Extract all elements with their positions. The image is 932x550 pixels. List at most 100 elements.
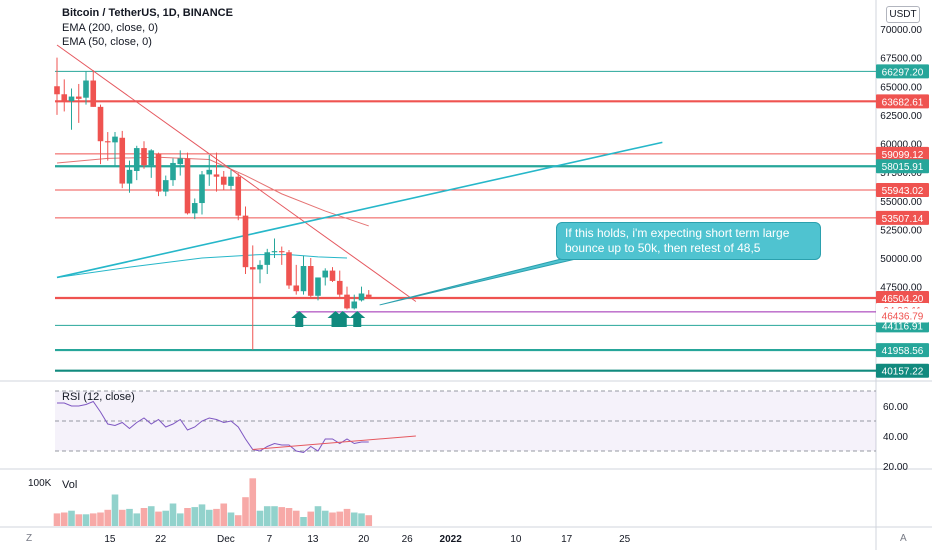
- candle-body: [177, 158, 184, 165]
- level-label: 41958.56: [882, 346, 924, 357]
- price-tick-label: 65000.00: [880, 82, 922, 93]
- candle-body: [307, 266, 314, 296]
- volume-bar: [213, 508, 220, 526]
- volume-bar: [126, 508, 133, 526]
- volume-bar: [140, 508, 148, 526]
- candle-body: [141, 148, 147, 166]
- candle-body: [249, 267, 256, 270]
- volume-bar: [285, 508, 293, 526]
- level-label: 40157.22: [882, 367, 924, 378]
- volume-bar: [263, 506, 271, 526]
- volume-bar: [75, 514, 83, 526]
- up-arrow-icon: [334, 311, 351, 327]
- rsi-trendline: [252, 435, 416, 450]
- volume-bar: [278, 507, 286, 526]
- level-label-bg: [876, 64, 929, 79]
- candle-body: [351, 301, 358, 309]
- candle-body: [358, 293, 365, 301]
- volume-bar: [358, 513, 365, 526]
- last-price-label-bg: [876, 308, 929, 323]
- candle-body: [228, 176, 234, 186]
- candle-body: [112, 136, 118, 143]
- ema200-line: [56, 156, 369, 227]
- ema-lines-layer: [56, 156, 369, 278]
- zoom-reset-icon[interactable]: Z: [26, 533, 33, 544]
- volume-bar: [300, 517, 307, 526]
- up-arrow-icon: [349, 311, 366, 327]
- volume-bar: [292, 510, 300, 526]
- rsi-tick-label: 20.00: [883, 462, 908, 473]
- volume-bar: [314, 506, 322, 526]
- candle-body: [344, 294, 350, 309]
- volume-bar: [162, 510, 170, 526]
- trendlines-layer: [56, 44, 876, 313]
- candle-body: [293, 285, 300, 292]
- price-tick-label: 55000.00: [880, 197, 922, 208]
- volume-bar: [176, 513, 184, 526]
- candle-body: [126, 169, 133, 184]
- volume-bar: [336, 511, 344, 526]
- time-tick-label: 2022: [440, 534, 463, 545]
- volume-bar: [242, 497, 249, 526]
- candle-body: [148, 150, 155, 166]
- candle-body: [213, 174, 220, 177]
- volume-bar: [53, 513, 61, 526]
- level-label-bg: [876, 182, 929, 197]
- volume-bar: [205, 509, 213, 526]
- volume-bar: [329, 512, 336, 526]
- volume-bar: [220, 503, 228, 526]
- ema200-legend[interactable]: EMA (200, close, 0): [62, 22, 158, 34]
- price-tick-label: 52500.00: [880, 225, 922, 236]
- candle-body: [365, 294, 372, 297]
- level-label: 63682.61: [882, 97, 924, 108]
- candle-body: [329, 270, 336, 281]
- candle-body: [199, 174, 205, 204]
- ema50-legend[interactable]: EMA (50, close, 0): [62, 36, 152, 48]
- level-label-bg: [876, 146, 929, 161]
- symbol-title[interactable]: Bitcoin / TetherUS, 1D, BINANCE: [62, 7, 233, 19]
- price-tick-label: 47500.00: [880, 283, 922, 294]
- time-tick-label: 17: [561, 534, 573, 545]
- volume-bar: [256, 510, 264, 526]
- volume-bar: [147, 506, 155, 526]
- level-label-bg: [876, 363, 929, 378]
- time-tick-label: 15: [104, 534, 116, 545]
- volume-bar: [227, 512, 235, 526]
- volume-scale-label: 100K: [28, 478, 52, 489]
- time-tick-label: 26: [402, 534, 414, 545]
- support-arrows-layer: [291, 311, 366, 327]
- price-axis[interactable]: 70000.00 67500.00 65000.00 62500.00 60000.00…: [880, 25, 922, 294]
- ascending-trendline: [56, 141, 663, 279]
- volume-bar: [321, 510, 329, 526]
- candle-body: [104, 141, 111, 143]
- auto-scale-icon[interactable]: A: [900, 533, 907, 544]
- volume-bar: [307, 511, 315, 526]
- level-label: 46504.20: [882, 294, 924, 305]
- currency-badge[interactable]: USDT: [886, 6, 920, 23]
- candle-body: [155, 153, 162, 192]
- time-tick-label: 7: [267, 534, 273, 545]
- candle-body: [170, 162, 176, 181]
- candle-body: [133, 148, 140, 171]
- candle-body: [220, 176, 227, 185]
- price-tick-label: 50000.00: [880, 254, 922, 265]
- candle-body: [90, 80, 97, 107]
- annotation-callout[interactable]: If this holds, i'm expecting short term …: [556, 222, 821, 260]
- candle-body: [300, 266, 307, 292]
- volume-bar: [68, 510, 75, 526]
- volume-label[interactable]: Vol: [62, 479, 78, 491]
- volume-bar: [89, 513, 97, 526]
- rsi-label[interactable]: RSI (12, close): [62, 391, 135, 403]
- volume-bar: [60, 512, 68, 526]
- volume-bar: [350, 512, 358, 526]
- time-axis[interactable]: 15 22 Dec 7 13 20 26 2022 10 17 25: [104, 534, 630, 545]
- candlestick-series: [54, 57, 372, 350]
- candle-body: [336, 280, 343, 295]
- volume-bar: [97, 512, 104, 526]
- candle-body: [61, 94, 68, 102]
- candle-body: [54, 86, 60, 95]
- volume-bar: [118, 509, 126, 526]
